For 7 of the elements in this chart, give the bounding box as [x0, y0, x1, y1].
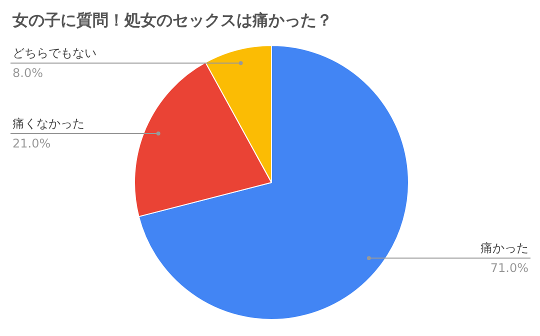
- slice-label: 痛くなかった: [12, 116, 84, 131]
- slice-label: 痛かった: [480, 241, 528, 256]
- slice-label: どちらでもない: [12, 46, 96, 60]
- data-label: 8.0%: [12, 66, 43, 80]
- data-label: 21.0%: [12, 136, 51, 151]
- chart-title: 女の子に質問！処女のセックスは痛かった？: [12, 10, 332, 30]
- data-label: 71.0%: [490, 261, 529, 276]
